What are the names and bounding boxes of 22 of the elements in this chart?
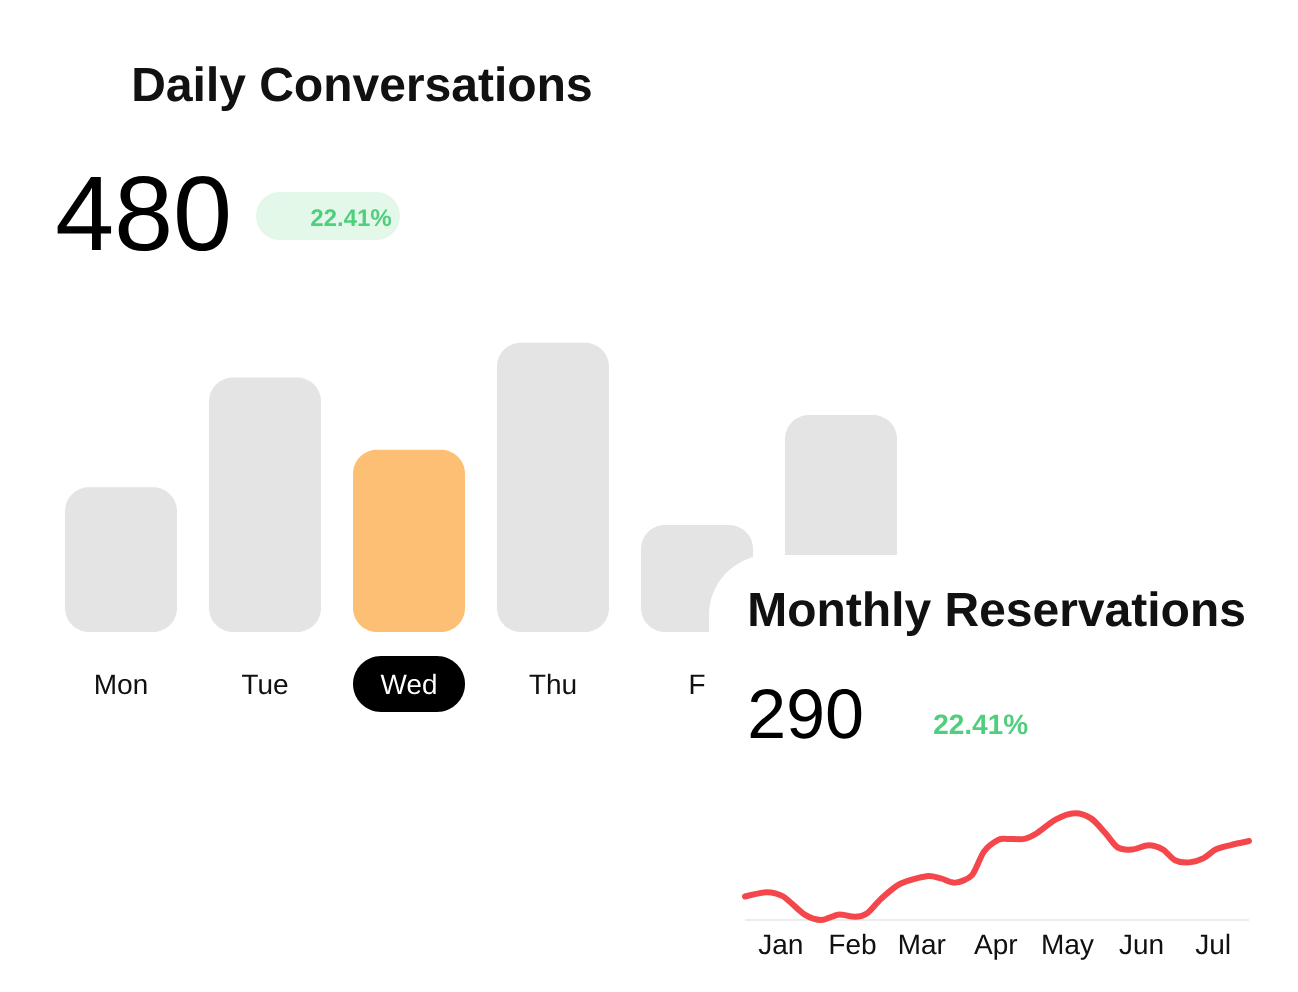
x-tick-label: Mon [96,674,147,695]
text: 22.41% [934,714,1028,735]
chart-subtitle: 480 [57,175,228,252]
bar [497,342,610,632]
chart-subtitle: 290 [750,689,862,739]
x-tick-label: F [690,674,705,694]
x-tick-label: May [1043,934,1094,960]
x-tick-label: Mar [899,934,946,955]
bar [209,377,322,632]
text: 22.41% [311,209,392,227]
x-tick-label: Thu [529,673,576,695]
bar [353,449,466,632]
x-tick-label: Apr [974,934,1018,960]
x-tick-label: Jul [1195,933,1230,955]
chart-title: Monthly Reservations [750,591,1244,636]
x-tick-label: Jun [1119,934,1163,955]
bar [65,487,178,632]
x-tick-label: Jan [758,934,802,955]
chart-title: Daily Conversations [134,66,591,111]
x-tick-label: Feb [830,933,876,955]
x-tick-label: Wed [380,673,436,695]
x-tick-label: Tue [242,674,288,695]
